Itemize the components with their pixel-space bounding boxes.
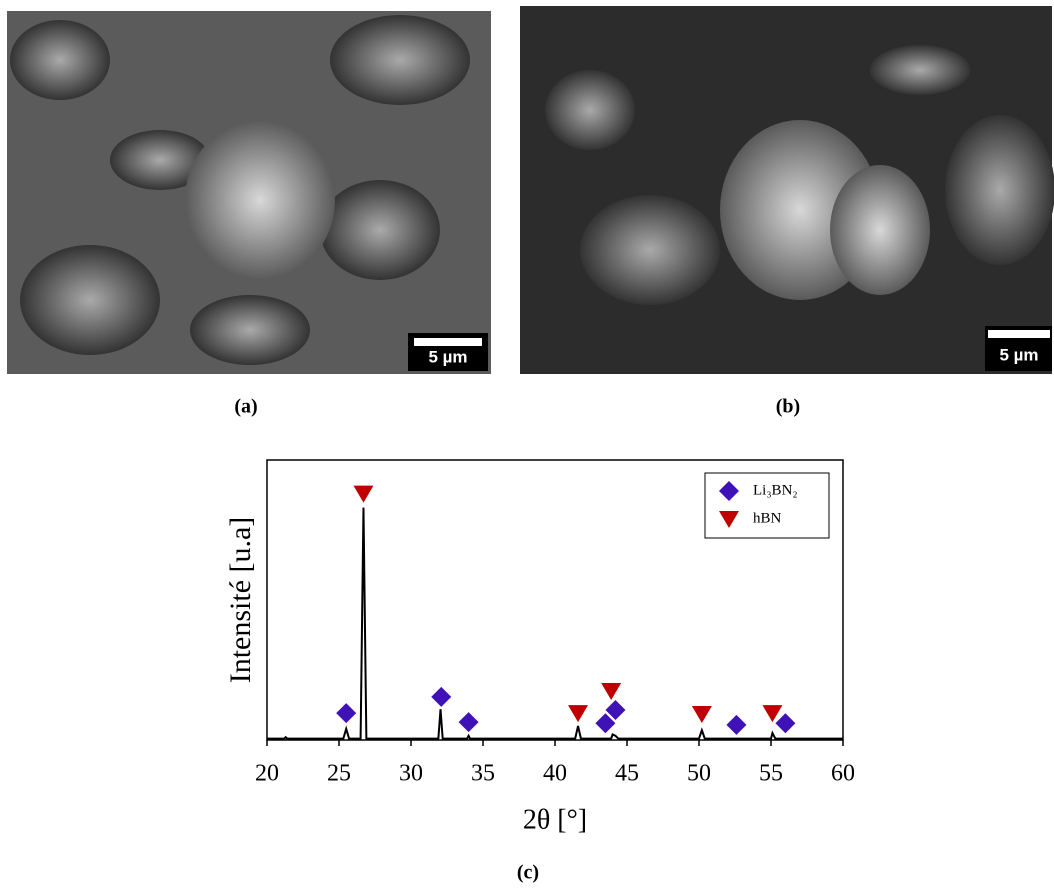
caption: (a) (234, 396, 257, 418)
x-tick-label: 30 (399, 761, 423, 787)
x-tick-label: 45 (615, 761, 639, 787)
sem-image-a (7, 11, 491, 374)
legend-marker (719, 511, 739, 528)
x-tick-label: 50 (687, 761, 711, 787)
sem-image-b (520, 6, 1054, 374)
triangle-marker (353, 485, 374, 503)
y-axis-label: Intensité [u.a] (224, 517, 257, 684)
diamond-marker (431, 686, 452, 707)
caption: (c) (517, 862, 539, 884)
triangle-marker (691, 705, 712, 723)
x-tick-label: 35 (471, 761, 495, 787)
diamond-marker (605, 700, 626, 721)
scale-bar-label: 5 µm (999, 345, 1038, 364)
triangle-marker (601, 683, 622, 700)
legend-label: hBN (753, 510, 782, 526)
triangle-marker (762, 705, 783, 723)
x-tick-label: 40 (543, 761, 567, 787)
caption: (b) (776, 396, 800, 418)
diamond-marker (336, 703, 357, 724)
diamond-marker (775, 713, 796, 734)
legend-marker (719, 481, 739, 501)
diamond-marker (726, 714, 747, 735)
legend-label: Li₃BN₂ (753, 482, 798, 498)
diamond-marker (595, 713, 616, 734)
x-axis-label: 2θ [°] (523, 804, 587, 835)
scale-bar (988, 330, 1050, 338)
x-tick-label: 20 (255, 761, 279, 787)
x-tick-label: 60 (831, 761, 855, 787)
legend-box (704, 472, 830, 539)
triangle-marker (568, 705, 589, 723)
x-tick-label: 25 (327, 761, 351, 787)
xrd-line (267, 507, 843, 740)
x-tick-label: 55 (759, 761, 783, 787)
scale-bar (414, 338, 482, 346)
scale-bar-label: 5 µm (428, 347, 467, 366)
diamond-marker (458, 712, 479, 733)
